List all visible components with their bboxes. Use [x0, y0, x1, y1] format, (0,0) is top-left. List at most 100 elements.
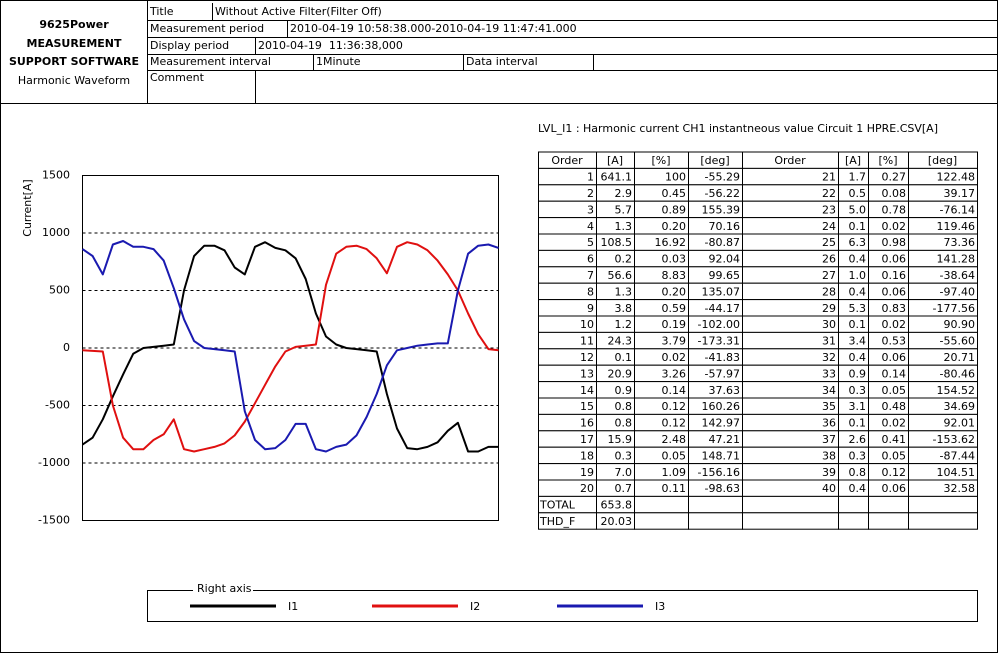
table-value: 11 [580, 335, 594, 348]
table-value: 0.12 [662, 417, 687, 430]
chart: -1500 -1000 -500 0 500 1000 1500 [38, 169, 499, 527]
table-value: 5.0 [849, 203, 867, 216]
legend-title-bg [193, 583, 253, 597]
table-value: 3 [587, 203, 594, 216]
table-value: 0.06 [882, 482, 907, 495]
table-value: 37 [822, 433, 836, 446]
table-value: -55.60 [940, 335, 975, 348]
table-value: -173.31 [698, 335, 740, 348]
measurement-interval-label: Measurement interval [150, 55, 271, 68]
waveform [81, 241, 499, 453]
table-value: 30 [822, 318, 836, 331]
table-value: 14 [580, 384, 594, 397]
legend-label: I1 [288, 600, 298, 613]
table-value: 0.14 [662, 384, 687, 397]
table-value: 2.9 [615, 187, 633, 200]
table-value: 1.3 [615, 285, 633, 298]
y-tick-label: -500 [45, 399, 70, 412]
table-value: 0.06 [882, 285, 907, 298]
table-cell [868, 495, 909, 514]
table-cell [634, 512, 689, 530]
table-header: [deg] [700, 154, 729, 167]
table-value: 0.05 [882, 384, 907, 397]
measurement-period-label: Measurement period [150, 22, 264, 35]
table-value: 92.01 [944, 417, 976, 430]
table-value: 0.14 [882, 367, 907, 380]
waveform [82, 241, 499, 453]
table-value: 7 [587, 269, 594, 282]
table-value: 92.04 [709, 253, 741, 266]
table-value: 2 [587, 187, 594, 200]
table-value: 8.83 [662, 269, 687, 282]
legend-label: I3 [655, 600, 665, 613]
table-value: 16 [580, 417, 594, 430]
table-value: 5.7 [615, 203, 633, 216]
table-value: 0.1 [849, 318, 867, 331]
table-value: 0.19 [662, 318, 687, 331]
legend-frame [147, 590, 978, 622]
legend-label: I2 [470, 600, 480, 613]
table-value: 0.89 [662, 203, 687, 216]
table-value: 0.3 [849, 449, 867, 462]
table-value: 29 [822, 302, 836, 315]
table-cell [908, 512, 978, 530]
table-value: 0.06 [882, 253, 907, 266]
table-header: [%] [651, 154, 670, 167]
table-header: [A] [607, 154, 623, 167]
summary-label: TOTAL [539, 499, 576, 512]
table-value: -56.22 [705, 187, 740, 200]
y-tick-label: -1500 [38, 514, 70, 527]
table-value: 1.09 [662, 466, 687, 479]
table-value: 119.46 [937, 220, 976, 233]
table-value: 100 [665, 171, 686, 184]
table-value: 99.65 [709, 269, 741, 282]
table-value: 56.6 [608, 269, 633, 282]
summary-label: THD_F [539, 515, 575, 528]
table-value: 6.3 [849, 236, 867, 249]
table-header: [A] [845, 154, 861, 167]
table-cell [742, 495, 839, 514]
y-tick-label: 0 [63, 341, 70, 354]
table-value: 3.8 [615, 302, 633, 315]
view-name: Harmonic Waveform [18, 74, 130, 87]
table-value: -97.40 [940, 285, 975, 298]
table-value: 142.97 [702, 417, 741, 430]
table-value: 0.02 [882, 220, 907, 233]
measurement-period-value: 2010-04-19 10:58:38.000-2010-04-19 11:47… [290, 22, 577, 35]
table-cell [688, 495, 743, 514]
table-value: 5.3 [849, 302, 867, 315]
table-value: 0.4 [849, 285, 867, 298]
brand-line: SUPPORT SOFTWARE [9, 55, 139, 68]
table-value: 0.08 [882, 187, 907, 200]
table-value: 0.59 [662, 302, 687, 315]
table-value: 0.20 [662, 285, 687, 298]
table-value: 154.52 [937, 384, 976, 397]
table-value: 0.1 [849, 220, 867, 233]
table-value: 15 [580, 400, 594, 413]
table-value: 1.0 [849, 269, 867, 282]
table-value: 0.12 [662, 400, 687, 413]
table-value: 0.45 [662, 187, 687, 200]
table-value: -41.83 [705, 351, 740, 364]
table-cell [688, 512, 743, 530]
table-value: 28 [822, 285, 836, 298]
table-value: 5 [587, 236, 594, 249]
table-value: 21 [822, 171, 836, 184]
table-value: 141.28 [937, 253, 976, 266]
table-value: 0.4 [849, 351, 867, 364]
table-value: 0.3 [849, 384, 867, 397]
table-value: 32 [822, 351, 836, 364]
table-caption: LVL_I1 : Harmonic current CH1 instantneo… [538, 122, 938, 135]
harmonic-table: Order [A] [%] [deg] Order [A] [%] [deg] 1 641.1 10… [538, 151, 978, 530]
table-value: 0.05 [882, 449, 907, 462]
table-value: 0.4 [849, 482, 867, 495]
table-value: 104.51 [937, 466, 976, 479]
table-value: 16.92 [655, 236, 687, 249]
table-value: 3.4 [849, 335, 867, 348]
legend: I1 I2 I3 [190, 600, 665, 613]
table-value: 23 [822, 203, 836, 216]
table-value: -55.29 [705, 171, 740, 184]
table-value: 24 [822, 220, 836, 233]
y-tick-label: 500 [49, 284, 70, 297]
